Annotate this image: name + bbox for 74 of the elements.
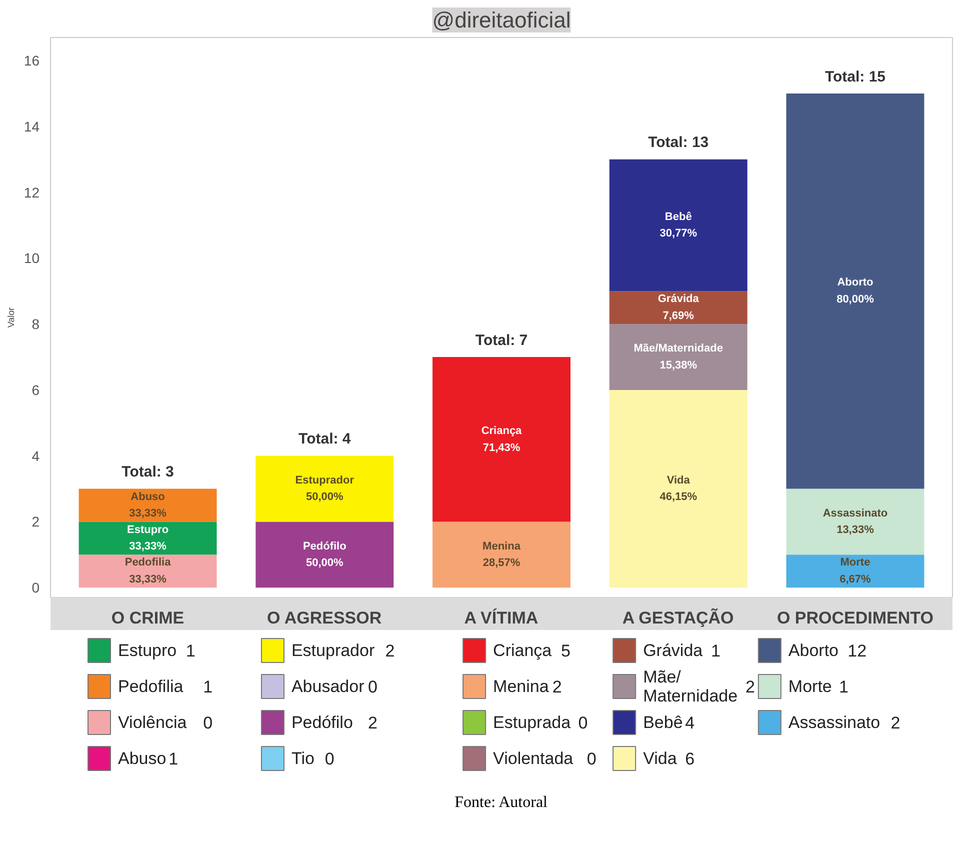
data-label: 2 xyxy=(890,714,900,732)
data-label: 2 xyxy=(745,678,755,696)
category-label: Abusador xyxy=(291,677,365,696)
category-label: Morte xyxy=(788,677,832,696)
y-tick-label: 14 xyxy=(24,118,40,134)
data-label: 12 xyxy=(848,642,867,660)
data-label: 4 xyxy=(685,714,695,732)
data-label: Mãe/Maternidade 15,38% xyxy=(634,342,723,372)
data-label: 0 xyxy=(586,750,596,768)
y-tick-label: 12 xyxy=(24,184,40,200)
category-label: Estupro xyxy=(118,641,177,660)
data-label: 1 xyxy=(710,642,720,660)
category-label: Assassinato xyxy=(788,713,880,732)
data-label: 6 xyxy=(685,750,695,768)
category-label: Tio xyxy=(291,749,314,768)
total-label: Total: 13 xyxy=(648,134,709,152)
data-label: Pedófilo 50,00% xyxy=(302,540,347,570)
data-label: Bebê 30,77% xyxy=(660,210,698,240)
data-label: 1 xyxy=(168,750,178,768)
x-tick-label: O PROCEDIMENTO xyxy=(776,608,934,628)
source-note: Fonte: Autoral xyxy=(454,794,548,811)
total-label: Total: 3 xyxy=(122,464,174,481)
data-label: 0 xyxy=(578,714,588,732)
data-label: Estuprador 50,00% xyxy=(295,474,355,504)
category-label: Pedofilia xyxy=(118,677,184,696)
category-label: Aborto xyxy=(788,641,839,660)
x-tick-label: O AGRESSOR xyxy=(267,608,382,628)
data-label: 2 xyxy=(552,678,562,696)
y-tick-label: 2 xyxy=(32,514,40,530)
total-label: Total: 7 xyxy=(475,332,528,349)
category-label: Abuso xyxy=(118,749,166,768)
category-label: Menina xyxy=(493,677,550,696)
data-label: 1 xyxy=(186,642,196,660)
data-label: 5 xyxy=(560,642,570,660)
y-tick-label: 10 xyxy=(24,250,40,266)
category-label: Mãe/Maternidade xyxy=(643,668,738,706)
x-tick-label: A VÍTIMA xyxy=(464,608,538,628)
data-label: 2 xyxy=(385,642,395,660)
y-tick-label: 0 xyxy=(32,580,40,596)
y-axis-title: Valor xyxy=(6,307,16,328)
data-label: Estupro 33,33% xyxy=(126,524,169,553)
y-tick-label: 16 xyxy=(24,52,40,69)
data-label: Abuso 33,33% xyxy=(129,490,167,520)
data-label: Vida 46,15% xyxy=(660,474,698,504)
x-tick-label: A GESTAÇÃO xyxy=(622,608,734,628)
category-label: Bebê xyxy=(643,713,683,732)
data-label: Grávida 7,69% xyxy=(658,293,700,322)
total-label: Total: 4 xyxy=(298,430,352,448)
category-label: Criança xyxy=(493,641,552,660)
category-label: Estuprada xyxy=(493,713,572,732)
data-label: Aborto 80,00% xyxy=(836,276,874,306)
y-tick-label: 6 xyxy=(32,382,40,398)
x-tick-label: O CRIME xyxy=(111,608,184,628)
data-label: Menina 28,57% xyxy=(482,540,522,570)
category-label: Vida xyxy=(643,749,678,768)
category-label: Grávida xyxy=(643,641,704,660)
category-label: Pedófilo xyxy=(291,713,353,732)
y-tick-label: 4 xyxy=(32,448,40,464)
data-label: 0 xyxy=(203,714,213,732)
category-label: Violentada xyxy=(493,749,574,768)
data-label: Pedofilia 33,33% xyxy=(124,556,172,586)
total-label: Total: 15 xyxy=(824,68,886,86)
data-label: 1 xyxy=(203,678,213,696)
data-label: 2 xyxy=(368,714,378,732)
data-label: Morte 6,67% xyxy=(840,556,872,586)
category-label: Violência xyxy=(118,713,188,732)
data-label: Assassinato 13,33% xyxy=(822,507,888,536)
category-label: Estuprador xyxy=(291,641,375,660)
data-label: 1 xyxy=(839,678,849,696)
data-label: 0 xyxy=(368,678,378,696)
chart-title: @direitaoficial xyxy=(432,8,571,32)
data-label: 0 xyxy=(324,750,334,768)
data-label: Criança 71,43% xyxy=(481,424,523,454)
y-tick-label: 8 xyxy=(32,316,40,332)
